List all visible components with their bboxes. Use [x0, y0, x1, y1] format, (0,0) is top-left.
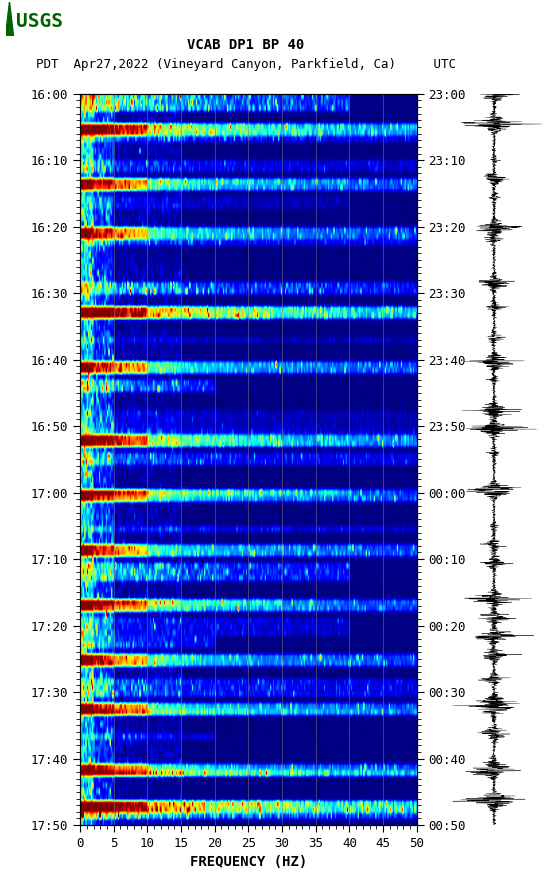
X-axis label: FREQUENCY (HZ): FREQUENCY (HZ): [190, 855, 307, 870]
Polygon shape: [6, 2, 13, 36]
Text: VCAB DP1 BP 40: VCAB DP1 BP 40: [187, 37, 304, 52]
Text: PDT  Apr27,2022 (Vineyard Canyon, Parkfield, Ca)     UTC: PDT Apr27,2022 (Vineyard Canyon, Parkfie…: [36, 58, 455, 70]
Text: USGS: USGS: [16, 12, 63, 30]
